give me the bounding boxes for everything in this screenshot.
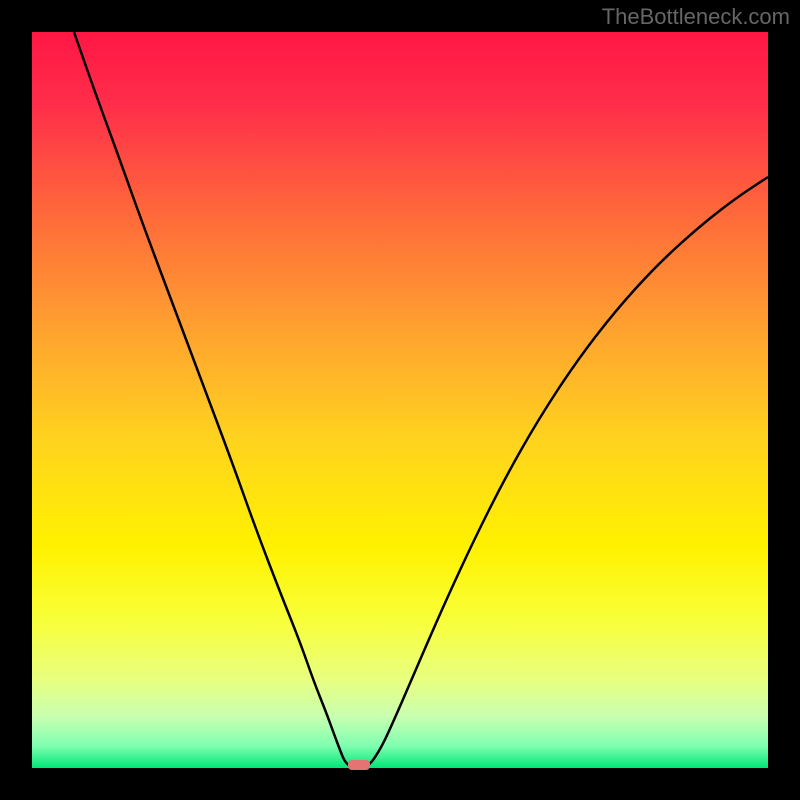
watermark-text: TheBottleneck.com — [602, 4, 790, 30]
optimal-marker — [348, 760, 370, 770]
plot-area — [32, 32, 768, 768]
gradient-background — [32, 32, 768, 768]
